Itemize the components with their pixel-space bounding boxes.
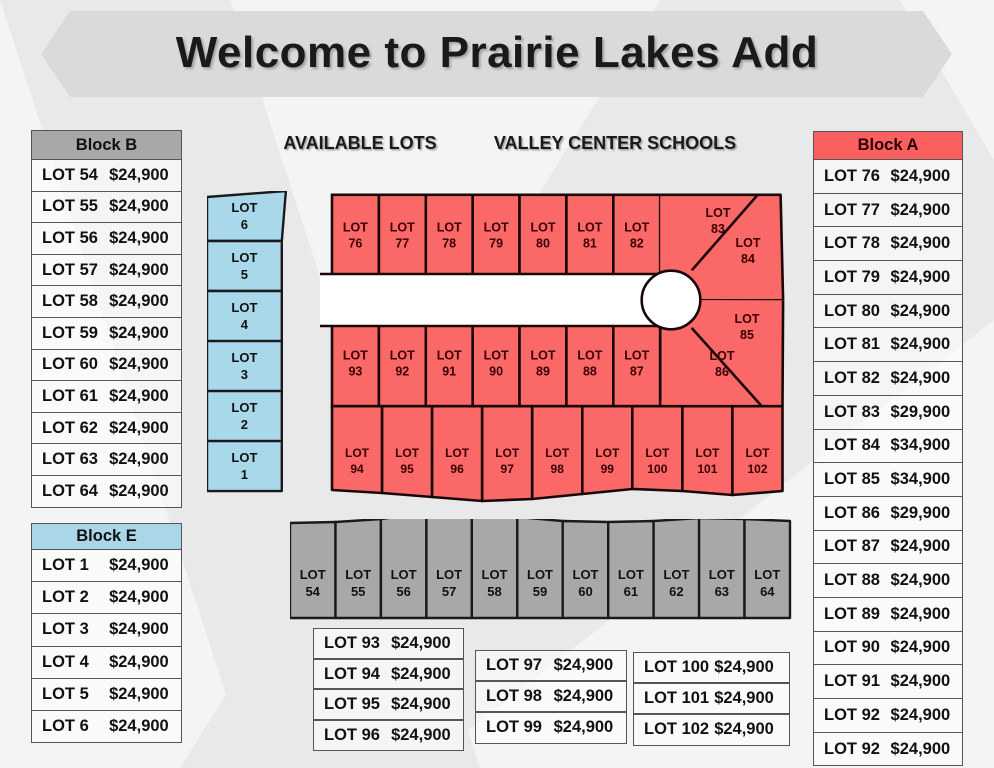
svg-text:LOT: LOT <box>746 446 771 460</box>
svg-text:LOT: LOT <box>645 446 670 460</box>
svg-text:1: 1 <box>241 467 248 482</box>
svg-text:LOT: LOT <box>527 567 553 582</box>
svg-text:80: 80 <box>536 236 550 250</box>
svg-text:LOT: LOT <box>577 220 602 234</box>
svg-text:LOT: LOT <box>595 446 620 460</box>
svg-text:LOT: LOT <box>573 567 599 582</box>
svg-text:3: 3 <box>241 367 248 382</box>
svg-text:93: 93 <box>348 365 362 379</box>
svg-text:88: 88 <box>583 365 597 379</box>
svg-text:90: 90 <box>489 365 503 379</box>
svg-text:96: 96 <box>450 462 464 476</box>
svg-text:101: 101 <box>697 462 717 476</box>
svg-text:83: 83 <box>711 222 725 236</box>
svg-text:54: 54 <box>305 584 320 599</box>
svg-text:LOT: LOT <box>390 349 415 363</box>
svg-text:LOT: LOT <box>618 567 644 582</box>
svg-text:LOT: LOT <box>482 567 508 582</box>
svg-text:94: 94 <box>350 462 364 476</box>
svg-text:63: 63 <box>715 584 729 599</box>
svg-text:58: 58 <box>487 584 501 599</box>
svg-text:84: 84 <box>741 252 755 266</box>
svg-text:LOT: LOT <box>343 220 368 234</box>
svg-text:97: 97 <box>501 462 515 476</box>
svg-text:6: 6 <box>241 217 248 232</box>
svg-text:95: 95 <box>400 462 414 476</box>
svg-text:4: 4 <box>241 317 249 332</box>
svg-text:79: 79 <box>489 236 503 250</box>
svg-text:LOT: LOT <box>231 450 257 465</box>
svg-text:77: 77 <box>395 236 409 250</box>
svg-text:76: 76 <box>348 236 362 250</box>
svg-text:LOT: LOT <box>391 567 417 582</box>
svg-text:LOT: LOT <box>706 206 731 220</box>
svg-text:LOT: LOT <box>736 236 761 250</box>
svg-text:57: 57 <box>442 584 456 599</box>
svg-text:62: 62 <box>669 584 683 599</box>
svg-text:102: 102 <box>747 462 767 476</box>
svg-text:LOT: LOT <box>231 300 257 315</box>
svg-text:92: 92 <box>395 365 409 379</box>
svg-text:LOT: LOT <box>545 446 570 460</box>
svg-text:LOT: LOT <box>577 349 602 363</box>
svg-text:55: 55 <box>351 584 365 599</box>
svg-text:LOT: LOT <box>390 220 415 234</box>
svg-text:59: 59 <box>533 584 547 599</box>
svg-text:LOT: LOT <box>231 200 257 215</box>
svg-text:LOT: LOT <box>231 250 257 265</box>
svg-text:LOT: LOT <box>495 446 520 460</box>
svg-text:98: 98 <box>551 462 565 476</box>
svg-text:86: 86 <box>715 365 729 379</box>
svg-text:LOT: LOT <box>345 446 370 460</box>
svg-text:LOT: LOT <box>531 220 556 234</box>
svg-text:78: 78 <box>442 236 456 250</box>
svg-text:LOT: LOT <box>754 567 780 582</box>
svg-text:64: 64 <box>760 584 775 599</box>
svg-text:LOT: LOT <box>484 349 509 363</box>
svg-text:100: 100 <box>647 462 667 476</box>
svg-text:LOT: LOT <box>710 349 735 363</box>
svg-text:2: 2 <box>241 417 248 432</box>
svg-text:LOT: LOT <box>231 400 257 415</box>
svg-text:61: 61 <box>624 584 638 599</box>
svg-text:LOT: LOT <box>735 312 760 326</box>
svg-text:LOT: LOT <box>343 349 368 363</box>
svg-text:81: 81 <box>583 236 597 250</box>
svg-text:LOT: LOT <box>445 446 470 460</box>
svg-text:85: 85 <box>740 328 754 342</box>
svg-text:LOT: LOT <box>624 349 649 363</box>
svg-text:89: 89 <box>536 365 550 379</box>
svg-text:LOT: LOT <box>695 446 720 460</box>
svg-text:56: 56 <box>396 584 410 599</box>
svg-text:60: 60 <box>578 584 592 599</box>
svg-text:LOT: LOT <box>437 220 462 234</box>
svg-text:87: 87 <box>630 365 644 379</box>
svg-text:82: 82 <box>630 236 644 250</box>
svg-text:91: 91 <box>442 365 456 379</box>
svg-text:LOT: LOT <box>300 567 326 582</box>
svg-text:LOT: LOT <box>709 567 735 582</box>
svg-text:LOT: LOT <box>345 567 371 582</box>
svg-text:LOT: LOT <box>624 220 649 234</box>
svg-text:LOT: LOT <box>531 349 556 363</box>
svg-text:5: 5 <box>241 267 248 282</box>
svg-text:LOT: LOT <box>436 567 462 582</box>
svg-text:LOT: LOT <box>663 567 689 582</box>
svg-text:LOT: LOT <box>231 350 257 365</box>
svg-text:LOT: LOT <box>395 446 420 460</box>
svg-text:LOT: LOT <box>484 220 509 234</box>
svg-text:LOT: LOT <box>437 349 462 363</box>
svg-text:99: 99 <box>601 462 615 476</box>
